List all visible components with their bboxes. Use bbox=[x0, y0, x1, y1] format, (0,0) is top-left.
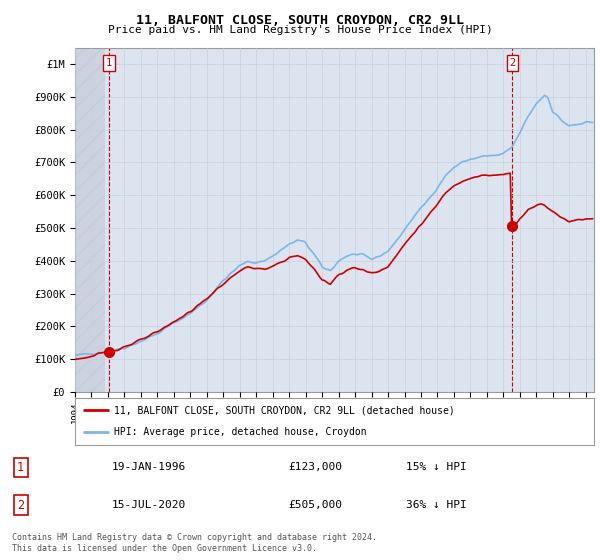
Text: 2: 2 bbox=[509, 58, 515, 68]
Text: £505,000: £505,000 bbox=[288, 500, 342, 510]
Text: Contains HM Land Registry data © Crown copyright and database right 2024.
This d: Contains HM Land Registry data © Crown c… bbox=[12, 533, 377, 553]
Text: 15-JUL-2020: 15-JUL-2020 bbox=[112, 500, 186, 510]
Text: 2: 2 bbox=[17, 499, 24, 512]
Text: £123,000: £123,000 bbox=[288, 463, 342, 473]
Text: HPI: Average price, detached house, Croydon: HPI: Average price, detached house, Croy… bbox=[114, 427, 367, 437]
Text: 1: 1 bbox=[106, 58, 112, 68]
Text: Price paid vs. HM Land Registry's House Price Index (HPI): Price paid vs. HM Land Registry's House … bbox=[107, 25, 493, 35]
Text: 1: 1 bbox=[17, 461, 24, 474]
Text: 11, BALFONT CLOSE, SOUTH CROYDON, CR2 9LL: 11, BALFONT CLOSE, SOUTH CROYDON, CR2 9L… bbox=[136, 14, 464, 27]
Text: 15% ↓ HPI: 15% ↓ HPI bbox=[406, 463, 467, 473]
Polygon shape bbox=[75, 48, 104, 392]
Text: 36% ↓ HPI: 36% ↓ HPI bbox=[406, 500, 467, 510]
Text: 19-JAN-1996: 19-JAN-1996 bbox=[112, 463, 186, 473]
Text: 11, BALFONT CLOSE, SOUTH CROYDON, CR2 9LL (detached house): 11, BALFONT CLOSE, SOUTH CROYDON, CR2 9L… bbox=[114, 405, 455, 416]
